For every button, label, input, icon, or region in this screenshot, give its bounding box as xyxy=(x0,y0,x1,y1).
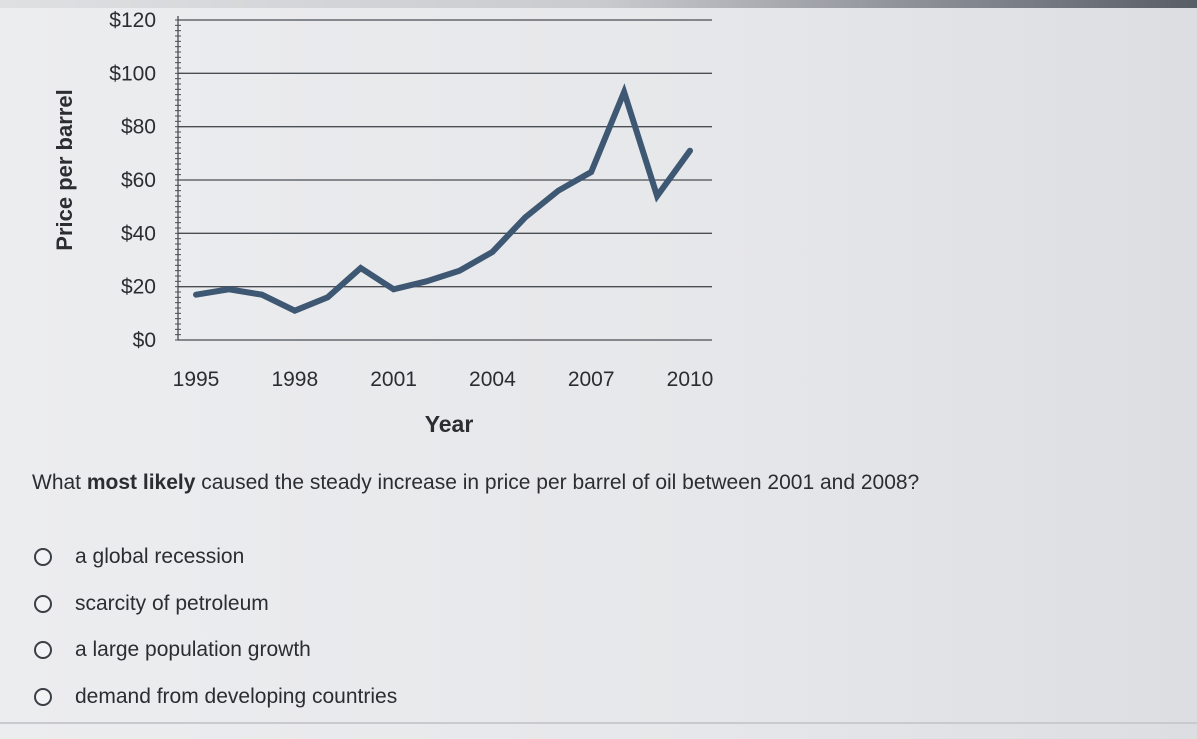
x-axis-label: Year xyxy=(425,411,474,437)
question-text: What most likely caused the steady incre… xyxy=(32,471,920,494)
option-label: a global recession xyxy=(75,545,245,569)
answer-options: a global recession scarcity of petroleum… xyxy=(34,534,397,720)
page-surface xyxy=(0,8,1197,739)
question-emphasis: most likely xyxy=(86,471,196,494)
y-tick-label: $80 xyxy=(121,116,156,139)
x-tick-label: 1998 xyxy=(271,368,318,391)
radio-button[interactable] xyxy=(34,594,52,613)
answer-option-2[interactable]: scarcity of petroleum xyxy=(34,581,397,628)
radio-button[interactable] xyxy=(34,641,52,660)
series-line xyxy=(193,83,693,314)
y-tick-label: $100 xyxy=(109,62,156,85)
x-tick-label: 2001 xyxy=(370,368,417,391)
answer-option-3[interactable]: a large population growth xyxy=(34,627,397,674)
x-tick-label: 2004 xyxy=(469,368,516,391)
option-label: demand from developing countries xyxy=(75,684,398,708)
y-tick-label: $40 xyxy=(121,222,156,245)
y-tick-label: $20 xyxy=(121,276,156,299)
y-tick-label: $60 xyxy=(121,169,156,192)
y-tick-label: $0 xyxy=(133,329,156,352)
y-axis-label: Price per barrel xyxy=(52,89,77,250)
answer-option-4[interactable]: demand from developing countries xyxy=(34,674,397,721)
answer-option-1[interactable]: a global recession xyxy=(34,534,397,581)
option-label: a large population growth xyxy=(75,638,311,662)
option-label: scarcity of petroleum xyxy=(75,591,269,615)
x-tick-label: 2007 xyxy=(568,368,615,391)
x-tick-label: 1995 xyxy=(173,368,220,391)
radio-button[interactable] xyxy=(34,548,52,567)
radio-button[interactable] xyxy=(34,687,52,706)
y-tick-label: $120 xyxy=(109,9,156,32)
oil-price-chart: $0 $20 $40 $60 $80 $100 $120 1995 1998 2001 2004 20… xyxy=(52,9,714,437)
x-tick-label: 2010 xyxy=(667,368,714,391)
bottom-divider xyxy=(0,722,1197,724)
